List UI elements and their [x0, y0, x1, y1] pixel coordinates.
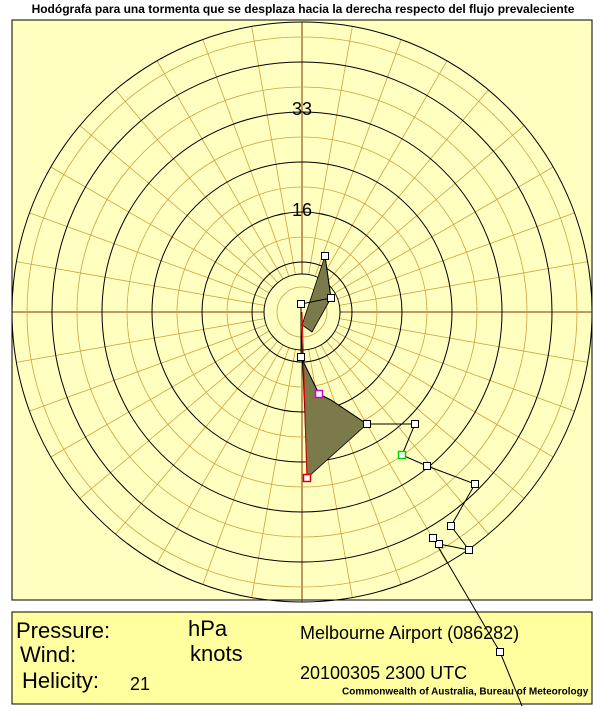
radial-line [251, 26, 296, 275]
radial-line [330, 336, 525, 499]
radial-line [334, 330, 554, 458]
radial-line [320, 344, 448, 564]
ring-label: 33 [292, 99, 312, 119]
ring [101, 111, 503, 513]
radial-line [50, 330, 270, 458]
radial-line [314, 347, 402, 585]
radial-line [115, 340, 278, 535]
title: Hodógrafa para una tormenta que se despl… [32, 2, 575, 16]
point [423, 462, 431, 470]
ring [51, 61, 553, 563]
point [465, 546, 473, 554]
point [302, 473, 312, 483]
radial-line [334, 166, 554, 294]
point [447, 522, 455, 530]
radial-line [337, 324, 575, 412]
radial-line [326, 340, 489, 535]
radial-line [156, 60, 284, 280]
pressure-unit: hPa [188, 616, 228, 641]
radial-line [251, 349, 296, 598]
ring [176, 186, 428, 438]
ring [226, 236, 378, 388]
point [297, 300, 305, 308]
pressure-label: Pressure: [16, 618, 110, 643]
radial-line [202, 39, 290, 277]
point [363, 420, 371, 428]
helicity-value: 21 [130, 674, 150, 694]
radial-line [79, 336, 274, 499]
point [297, 353, 305, 361]
storm-vector [301, 311, 308, 479]
point [429, 534, 437, 542]
radial-line [326, 89, 489, 284]
ring [126, 136, 478, 488]
point [397, 450, 407, 460]
wind-label: Wind: [20, 642, 76, 667]
radial-line [202, 347, 290, 585]
radial-line [115, 89, 278, 284]
radial-line [330, 125, 525, 288]
ring [76, 86, 528, 538]
radial-line [16, 261, 265, 306]
helicity-label: Helicity: [22, 668, 99, 693]
point [321, 252, 329, 260]
points [297, 252, 504, 656]
ring [251, 261, 353, 363]
radial-line [339, 261, 588, 306]
radial-line [308, 26, 353, 275]
wind-unit: knots [190, 641, 243, 666]
point [471, 480, 479, 488]
point [496, 648, 504, 656]
ring [26, 36, 578, 588]
point [411, 420, 419, 428]
info-panel [11, 611, 593, 705]
station: Melbourne Airport (086282) [300, 623, 519, 643]
radial-line [29, 212, 267, 300]
ring [201, 211, 403, 413]
point [435, 540, 443, 548]
ring [151, 161, 453, 463]
ring [11, 21, 593, 603]
radial-line [29, 324, 267, 412]
point [327, 294, 335, 302]
radial-line [337, 212, 575, 300]
radial-line [156, 344, 284, 564]
radial-line [79, 125, 274, 288]
radial-line [339, 318, 588, 363]
credit: Commonwealth of Australia, Bureau of Met… [342, 687, 589, 698]
radial-line [16, 318, 265, 363]
radial-line [314, 39, 402, 277]
radial-line [50, 166, 270, 294]
time: 20100305 2300 UTC [300, 663, 467, 683]
point [314, 389, 324, 399]
radial-line [320, 60, 448, 280]
ring-label: 16 [292, 200, 312, 220]
